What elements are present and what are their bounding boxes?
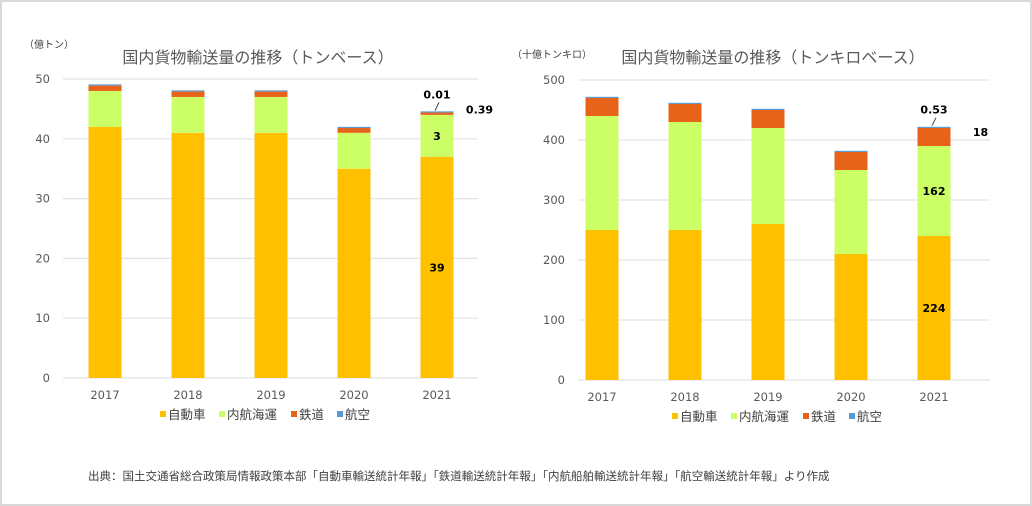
bar-segment-内航海運	[917, 146, 951, 236]
bar-segment-航空	[420, 111, 454, 113]
bar-segment-航空	[834, 150, 868, 152]
x-tick-label: 2017	[90, 388, 119, 402]
legend-label: 航空	[857, 409, 882, 424]
bar-segment-鉄道	[751, 110, 785, 128]
y-tick-label: 10	[35, 311, 50, 325]
bar-segment-自動車	[337, 168, 371, 378]
bar-segment-自動車	[88, 126, 122, 378]
x-tick-label: 2019	[753, 390, 782, 404]
bar-segment-航空	[88, 84, 122, 86]
bar-segment-内航海運	[751, 128, 785, 224]
chart-title: 国内貨物輸送量の推移（トンキロベース）	[621, 48, 924, 67]
bar-segment-航空	[668, 102, 702, 104]
bar-segment-内航海運	[585, 116, 619, 230]
bar-segment-内航海運	[420, 114, 454, 157]
y-tick-label: 500	[543, 73, 565, 87]
data-label: 0.01	[423, 88, 450, 101]
legend-swatch	[219, 411, 225, 417]
y-tick-label: 30	[35, 192, 50, 206]
chart-title: 国内貨物輸送量の推移（トンベース）	[122, 48, 393, 67]
data-label: 0.53	[920, 104, 947, 117]
annotation-leader-line	[434, 102, 440, 111]
x-tick-label: 2017	[587, 390, 616, 404]
legend-label: 自動車	[168, 407, 206, 422]
legend-swatch	[731, 413, 737, 419]
bar-segment-鉄道	[834, 152, 868, 170]
bar-segment-自動車	[585, 230, 619, 380]
legend-swatch	[291, 411, 297, 417]
legend-swatch	[672, 413, 678, 419]
data-label: 18	[973, 126, 988, 139]
legend-label: 航空	[345, 407, 370, 422]
data-label: 39	[429, 261, 444, 274]
data-label: 224	[923, 302, 946, 315]
y-tick-label: 20	[35, 251, 50, 265]
y-tick-label: 0	[43, 371, 50, 385]
bar-segment-鉄道	[420, 112, 454, 115]
bar-segment-鉄道	[88, 85, 122, 91]
y-tick-label: 50	[35, 72, 50, 86]
bar-segment-自動車	[420, 156, 454, 378]
y-axis-unit-label: （十億トンキロ）	[512, 48, 592, 61]
x-tick-label: 2020	[339, 388, 368, 402]
bar-segment-航空	[171, 90, 205, 92]
annotation-leader-line	[931, 117, 937, 126]
bar-segment-自動車	[254, 132, 288, 378]
bar-segment-自動車	[917, 236, 951, 380]
bar-segment-航空	[585, 96, 619, 98]
chart-ton: （億トン） 国内貨物輸送量の推移（トンベース） 0 10 20 30 40 50 2017 201…	[24, 38, 493, 422]
bar-segment-航空	[337, 126, 371, 129]
legend-swatch	[337, 411, 343, 417]
x-tick-label: 2020	[836, 390, 865, 404]
bar-segment-内航海運	[254, 96, 288, 133]
data-label: 162	[923, 185, 946, 198]
legend-label: 自動車	[680, 409, 718, 424]
x-tick-label: 2018	[670, 390, 699, 404]
data-label: 3	[433, 130, 441, 143]
x-tick-label: 2021	[422, 388, 451, 402]
bar-segment-内航海運	[834, 170, 868, 254]
bar-segment-航空	[751, 108, 785, 110]
y-tick-label: 0	[558, 373, 565, 387]
legend-swatch	[849, 413, 855, 419]
x-tick-label: 2021	[919, 390, 948, 404]
bar-segment-鉄道	[668, 104, 702, 122]
data-label: 0.39	[466, 104, 493, 117]
bar-segment-鉄道	[171, 91, 205, 97]
bar-segment-内航海運	[337, 132, 371, 169]
source-note: 出典：国土交通省総合政策局情報政策本部「自動車輸送統計年報」「鉄道輸送統計年報」…	[88, 469, 830, 483]
y-tick-label: 200	[543, 253, 565, 267]
y-tick-label: 400	[543, 133, 565, 147]
bar-segment-鉄道	[585, 98, 619, 116]
legend-swatch	[803, 413, 809, 419]
bar-segment-自動車	[171, 132, 205, 378]
bar-segment-内航海運	[171, 96, 205, 133]
bar-segment-自動車	[834, 254, 868, 380]
bar-segment-航空	[917, 126, 951, 128]
x-tick-label: 2019	[256, 388, 285, 402]
bar-segment-内航海運	[88, 90, 122, 127]
legend-label: 鉄道	[811, 409, 837, 424]
bar-segment-自動車	[751, 224, 785, 380]
legend-label: 鉄道	[299, 407, 325, 422]
bar-segment-鉄道	[337, 128, 371, 133]
legend-label: 内航海運	[227, 407, 278, 422]
legend-swatch	[160, 411, 166, 417]
y-tick-label: 40	[35, 132, 50, 146]
legend-label: 内航海運	[739, 409, 790, 424]
bar-segment-航空	[254, 90, 288, 92]
chart-tonkilo: （十億トンキロ） 国内貨物輸送量の推移（トンキロベース） 0 100 200 300 400…	[512, 48, 990, 424]
x-tick-label: 2018	[173, 388, 202, 402]
y-tick-label: 300	[543, 193, 565, 207]
y-tick-label: 100	[543, 313, 565, 327]
bar-segment-鉄道	[254, 91, 288, 97]
bar-segment-内航海運	[668, 122, 702, 230]
bar-segment-自動車	[668, 230, 702, 380]
bar-segment-鉄道	[917, 128, 951, 146]
y-axis-unit-label: （億トン）	[24, 38, 74, 51]
